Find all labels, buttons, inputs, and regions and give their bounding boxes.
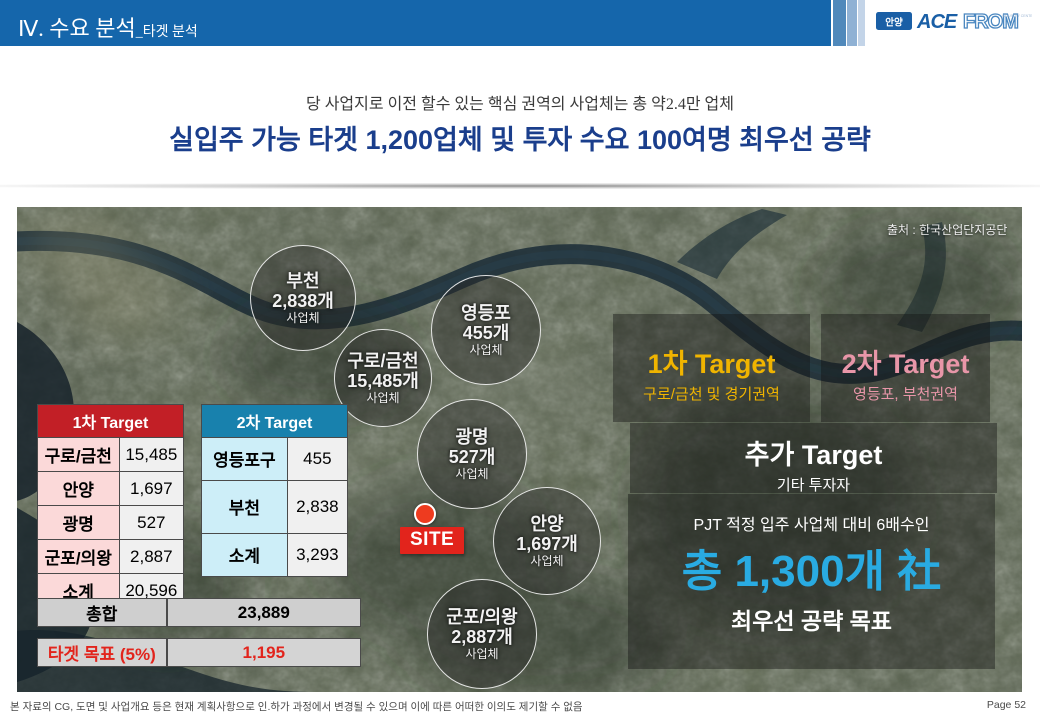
svg-text:ACE: ACE <box>916 11 958 31</box>
svg-text:INDUSTRY CENTER: INDUSTRY CENTER <box>1002 14 1032 18</box>
svg-text:안양: 안양 <box>885 17 903 29</box>
